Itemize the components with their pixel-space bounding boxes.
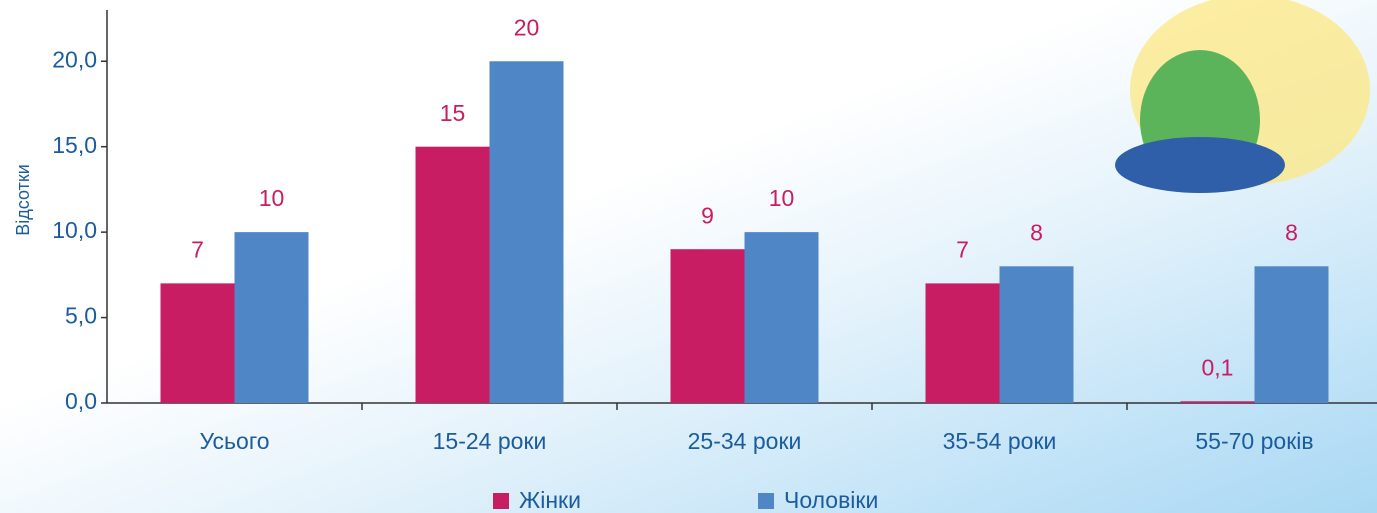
legend-swatch — [758, 493, 774, 509]
x-tick-label: Усього — [199, 428, 269, 454]
bar — [415, 146, 490, 403]
value-label: 10 — [259, 185, 285, 211]
x-tick-label: 35-54 роки — [943, 428, 1057, 454]
legend-swatch — [493, 493, 509, 509]
bar — [925, 283, 1000, 403]
value-label: 10 — [769, 185, 795, 211]
value-label: 0,1 — [1202, 354, 1234, 380]
value-label: 8 — [1285, 219, 1298, 245]
bar — [234, 232, 309, 403]
illustration-legs — [1115, 137, 1285, 193]
x-tick-label: 15-24 роки — [433, 428, 547, 454]
y-tick-label: 10,0 — [52, 217, 97, 243]
x-tick-label: 25-34 роки — [688, 428, 802, 454]
bar — [160, 283, 235, 403]
value-label: 8 — [1030, 219, 1043, 245]
y-tick-label: 0,0 — [65, 388, 97, 414]
y-tick-label: 15,0 — [52, 132, 97, 158]
bar — [744, 232, 819, 403]
bar — [1180, 401, 1255, 403]
y-tick-label: 5,0 — [65, 303, 97, 329]
value-label: 20 — [514, 14, 540, 40]
bar — [999, 266, 1074, 403]
value-label: 15 — [440, 100, 466, 126]
y-axis-label: Відсотки — [13, 164, 33, 236]
bar — [670, 249, 745, 403]
legend-label: Чоловіки — [784, 487, 878, 513]
value-label: 7 — [191, 236, 204, 262]
x-tick-label: 55-70 років — [1195, 428, 1313, 454]
bar — [489, 61, 564, 404]
value-label: 7 — [956, 236, 969, 262]
value-label: 9 — [701, 202, 714, 228]
bar — [1254, 266, 1329, 403]
legend-label: Жінки — [519, 487, 581, 513]
y-tick-label: 20,0 — [52, 46, 97, 72]
